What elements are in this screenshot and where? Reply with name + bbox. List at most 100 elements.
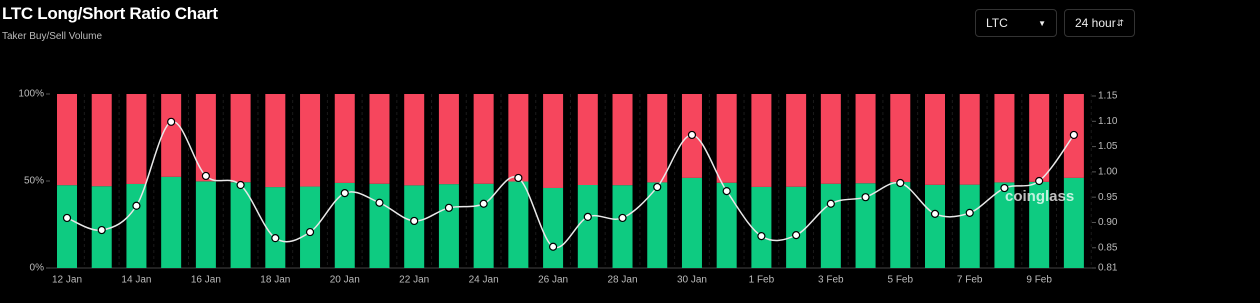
bar-segment [647,94,668,183]
bar-segment [855,94,876,184]
chart-title: LTC Long/Short Ratio Chart [2,4,218,23]
bar-segment [508,181,529,268]
bar-segment [91,94,112,187]
ratio-point [62,213,72,223]
ratio-point [340,189,349,198]
x-tick-label: 16 Jan [191,275,221,286]
interval-select[interactable]: 24 hour ⇵ [1064,9,1135,37]
ratio-point [965,208,974,217]
ratio-point [548,242,558,251]
bar-segment [1029,94,1050,182]
bar-segment [369,183,390,268]
ratio-point [618,213,627,223]
bar-segment [543,94,564,188]
bar-segment [300,186,321,268]
ratio-point [757,232,766,241]
bar-segment [438,94,459,185]
chart-subtitle: Taker Buy/Sell Volume [2,31,103,42]
y-tick-label: 0% [30,263,45,274]
bar-segment [994,94,1015,183]
bar-segment [612,185,633,268]
y2-tick-label: 1.15 [1098,91,1118,102]
coin-select[interactable]: LTC ▼ [975,9,1057,37]
x-tick-label: 7 Feb [957,275,983,286]
bar-segment [230,182,251,268]
ratio-point [896,178,905,188]
bar-segment [959,94,980,185]
y-tick-label: 50% [24,176,44,187]
bar-segment [334,182,355,268]
x-tick-label: 26 Jan [538,275,568,286]
y2-tick-label: 0.90 [1098,217,1118,228]
bar-segment [230,94,251,183]
x-tick-label: 20 Jan [330,275,360,286]
bar-segment [577,185,598,268]
ratio-point [653,182,662,192]
y2-tick-label: 1.00 [1098,167,1118,178]
bar-segment [786,186,807,268]
ratio-point [861,193,870,202]
x-tick-label: 22 Jan [399,275,429,286]
x-tick-label: 1 Feb [749,275,775,286]
bar-segment [473,94,494,184]
bar-segment [820,183,841,268]
bar-segment [890,182,911,268]
bar-segment [265,94,286,188]
x-tick-label: 9 Feb [1026,275,1052,286]
bar-segment [959,184,980,268]
x-tick-label: 5 Feb [887,275,913,286]
bar-segment [126,183,147,268]
bar-segment [57,185,77,268]
bar-segment [161,176,182,268]
ratio-point [1069,130,1078,140]
ratio-point [444,203,454,212]
bar-segment [57,94,77,186]
ratio-point [792,231,801,240]
coin-label: LTC [986,16,1008,30]
bar-segment [681,177,702,268]
ratio-point [305,227,315,237]
bar-segment [300,94,321,187]
ratio-point [271,234,280,243]
caret: ⇵ [1116,17,1124,28]
x-tick-label: 12 Jan [52,275,82,286]
ratio-point [236,180,245,190]
ratio-point [375,198,384,207]
x-tick-label: 28 Jan [608,275,638,286]
bar-segment [786,94,807,187]
y2-tick-label: 0.85 [1098,242,1118,253]
bar-segment [994,182,1015,268]
bar-segment [647,182,668,268]
caret: ▼ [1038,18,1046,28]
ratio-point [97,225,106,235]
x-tick-label: 18 Jan [260,275,290,286]
bar-segment [334,94,355,183]
bar-segment [473,183,494,268]
bar-segment [751,94,772,187]
bar-segment [265,187,286,268]
y2-tick-label: 1.05 [1098,141,1118,152]
bar-segment [369,94,390,184]
bar-segment [195,94,216,182]
ratio-point [1000,183,1009,193]
watermark: coinglass [1005,188,1074,205]
ratio-point [479,199,488,208]
bar-segment [716,94,737,183]
y-tick-label: 100% [18,89,44,100]
ratio-point [687,130,697,140]
bar-segment [404,185,425,268]
y2-tick-label: 0.81 [1098,263,1118,274]
x-tick-label: 30 Jan [677,275,707,286]
bar-segment [751,186,772,268]
bar-segment [855,183,876,268]
x-tick-label: 3 Feb [818,275,844,286]
bar-segment [612,94,633,186]
x-tick-label: 24 Jan [469,275,499,286]
ratio-point [930,209,940,218]
x-tick-label: 14 Jan [121,275,151,286]
ratio-point [826,199,835,208]
bar-segment [820,94,841,184]
bar-segment [161,94,182,177]
